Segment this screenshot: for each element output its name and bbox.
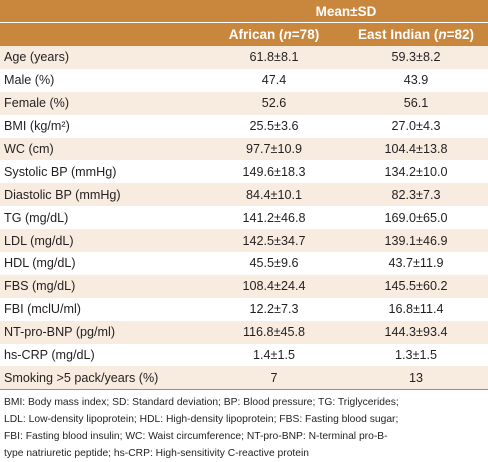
footnote-line: FBI: Fasting blood insulin; WC: Waist ci… [4, 431, 388, 443]
footnote-line: LDL: Low-density lipoprotein; HDL: High-… [4, 414, 399, 426]
table-row: NT-pro-BNP (pg/ml) 116.8±45.8 144.3±93.4 [0, 320, 488, 344]
cell-african: 142.5±34.7 [204, 229, 344, 253]
cell-african: 25.5±3.6 [204, 114, 344, 138]
row-label: hs-CRP (mg/dL) [0, 343, 204, 367]
header-corner [0, 0, 204, 23]
row-label: Female (%) [0, 91, 204, 115]
header-group-label: Mean±SD [204, 0, 488, 23]
table-row: WC (cm) 97.7±10.9 104.4±13.8 [0, 137, 488, 161]
cell-east-indian: 144.3±93.4 [344, 320, 488, 344]
row-label: FBI (mclU/ml) [0, 297, 204, 321]
row-label: FBS (mg/dL) [0, 274, 204, 298]
cell-east-indian: 43.7±11.9 [344, 252, 488, 275]
table-row: Age (years) 61.8±8.1 59.3±8.2 [0, 46, 488, 69]
table-row: Male (%) 47.4 43.9 [0, 68, 488, 92]
table-row: Diastolic BP (mmHg) 84.4±10.1 82.3±7.3 [0, 183, 488, 207]
cell-east-indian: 16.8±11.4 [344, 297, 488, 321]
cell-east-indian: 43.9 [344, 68, 488, 92]
cell-african: 149.6±18.3 [204, 160, 344, 184]
cell-east-indian: 56.1 [344, 91, 488, 115]
table-row: TG (mg/dL) 141.2±46.8 169.0±65.0 [0, 206, 488, 230]
cell-african: 97.7±10.9 [204, 137, 344, 161]
cell-east-indian: 134.2±10.0 [344, 160, 488, 184]
cell-african: 116.8±45.8 [204, 320, 344, 344]
cell-african: 61.8±8.1 [204, 46, 344, 69]
cell-east-indian: 1.3±1.5 [344, 343, 488, 367]
footnote-line: BMI: Body mass index; SD: Standard devia… [4, 397, 399, 409]
table-row: HDL (mg/dL) 45.5±9.6 43.7±11.9 [0, 252, 488, 275]
row-label: Male (%) [0, 68, 204, 92]
table-row: BMI (kg/m²) 25.5±3.6 27.0±4.3 [0, 114, 488, 138]
table-row: Smoking >5 pack/years (%) 7 13 [0, 366, 488, 391]
table-footnote: BMI: Body mass index; SD: Standard devia… [0, 390, 488, 462]
cell-east-indian: 27.0±4.3 [344, 114, 488, 138]
table-row: FBI (mclU/ml) 12.2±7.3 16.8±11.4 [0, 297, 488, 321]
table-row: Systolic BP (mmHg) 149.6±18.3 134.2±10.0 [0, 160, 488, 184]
cell-east-indian: 139.1±46.9 [344, 229, 488, 253]
cell-east-indian: 145.5±60.2 [344, 274, 488, 298]
row-label: Smoking >5 pack/years (%) [0, 366, 204, 391]
cell-african: 52.6 [204, 91, 344, 115]
cell-african: 7 [204, 366, 344, 391]
column-header-east-indian: East Indian (n=82) [344, 22, 488, 46]
table-row: Female (%) 52.6 56.1 [0, 91, 488, 115]
cell-east-indian: 13 [344, 366, 488, 391]
footnote-line: type natriuretic peptide; hs-CRP: High-s… [4, 448, 310, 460]
header-corner-lower [0, 22, 204, 46]
cell-african: 108.4±24.4 [204, 274, 344, 298]
row-label: NT-pro-BNP (pg/ml) [0, 320, 204, 344]
cell-african: 45.5±9.6 [204, 252, 344, 275]
row-label: WC (cm) [0, 137, 204, 161]
table-header: Mean±SD African (n=78) East Indian (n=82… [0, 0, 488, 46]
table-body: Age (years) 61.8±8.1 59.3±8.2 Male (%) 47.4 4… [0, 46, 488, 391]
row-label: Systolic BP (mmHg) [0, 160, 204, 184]
cell-east-indian: 104.4±13.8 [344, 137, 488, 161]
table-row: LDL (mg/dL) 142.5±34.7 139.1±46.9 [0, 229, 488, 253]
row-label: BMI (kg/m²) [0, 114, 204, 138]
cell-east-indian: 169.0±65.0 [344, 206, 488, 230]
cell-east-indian: 82.3±7.3 [344, 183, 488, 207]
cell-african: 84.4±10.1 [204, 183, 344, 207]
cell-east-indian: 59.3±8.2 [344, 46, 488, 69]
table-row: hs-CRP (mg/dL) 1.4±1.5 1.3±1.5 [0, 343, 488, 367]
cell-african: 1.4±1.5 [204, 343, 344, 367]
cell-african: 141.2±46.8 [204, 206, 344, 230]
row-label: HDL (mg/dL) [0, 252, 204, 275]
column-header-african: African (n=78) [204, 22, 344, 46]
cell-african: 47.4 [204, 68, 344, 92]
row-label: TG (mg/dL) [0, 206, 204, 230]
row-label: Age (years) [0, 46, 204, 69]
table-row: FBS (mg/dL) 108.4±24.4 145.5±60.2 [0, 274, 488, 298]
data-table: Mean±SD African (n=78) East Indian (n=82… [0, 0, 488, 391]
row-label: Diastolic BP (mmHg) [0, 183, 204, 207]
cell-african: 12.2±7.3 [204, 297, 344, 321]
row-label: LDL (mg/dL) [0, 229, 204, 253]
